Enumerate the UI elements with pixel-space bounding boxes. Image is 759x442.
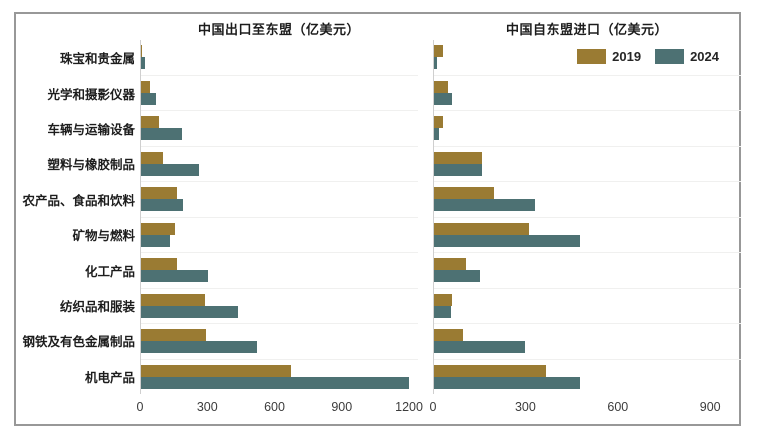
category-row (434, 324, 741, 360)
bar-2019 (434, 329, 464, 342)
legend-label-2019: 2019 (612, 49, 642, 64)
category-row (141, 218, 418, 253)
bar-2019 (141, 151, 164, 164)
bar-2024 (434, 305, 451, 318)
category-row (434, 289, 741, 324)
bar-2019 (141, 329, 206, 342)
category-row (141, 40, 418, 76)
bar-2024 (434, 92, 453, 105)
category-label: 化工产品 (84, 264, 135, 279)
legend-entry-2024: 2024 (655, 49, 719, 64)
bar-2024 (141, 57, 146, 70)
bar-2019 (141, 45, 143, 58)
legend: 2019 2024 (577, 49, 719, 64)
x-tick-label: 0 (429, 400, 437, 414)
bar-2024 (434, 163, 482, 176)
charts-body: 珠宝和贵金属光学和摄影仪器 车辆与运输设备 塑料与橡胶制品农产品、食品和饮料矿物与燃… (16, 40, 741, 394)
x-tick-label: 300 (514, 400, 536, 414)
bar-2019 (434, 80, 448, 93)
legend-swatch-2024 (655, 49, 685, 64)
legend-entry-2019: 2019 (577, 49, 641, 64)
category-row (141, 289, 418, 324)
x-tick-label: 900 (699, 400, 721, 414)
x-tick-label: 600 (607, 400, 629, 414)
category-row (434, 360, 741, 395)
export-x-axis: 0 300 600 900 1200 (136, 394, 423, 420)
bar-2024 (434, 199, 536, 212)
category-label: 塑料与橡胶制品 (47, 158, 135, 173)
category-row (434, 182, 741, 218)
category-row (434, 111, 741, 147)
bar-2019 (141, 364, 291, 377)
category-labels-column: 珠宝和贵金属光学和摄影仪器 车辆与运输设备 塑料与橡胶制品农产品、食品和饮料矿物与燃… (16, 40, 140, 394)
bar-2019 (434, 45, 444, 58)
category-label: 车辆与运输设备 (47, 123, 135, 138)
bar-2024 (141, 376, 410, 389)
bar-2024 (434, 57, 438, 70)
figure-frame: 中国出口至东盟（亿美元） 中国自东盟进口（亿美元） 珠宝和贵金属光学和摄影仪器车… (14, 12, 741, 426)
category-label: 农产品、食品和饮料 (22, 193, 135, 208)
category-label: 纺织品和服装 (59, 300, 135, 315)
axis-row: 0 300 600 900 1200 0 300 600 900 (16, 394, 739, 420)
export-chart-plot (140, 40, 418, 394)
bar-2024 (141, 128, 183, 141)
category-row (141, 253, 418, 289)
category-label: 光学和摄影仪器 (47, 87, 135, 102)
bar-2024 (141, 92, 156, 105)
bar-2024 (434, 376, 580, 389)
category-row (141, 182, 418, 218)
bar-2019 (141, 258, 177, 271)
import-chart-title: 中国自东盟进口（亿美元） (505, 21, 668, 37)
category-row (434, 253, 741, 289)
bar-2019 (434, 258, 467, 271)
category-row (434, 218, 741, 253)
x-tick-label: 0 (136, 400, 144, 414)
bar-2019 (141, 293, 205, 306)
category-row (141, 76, 418, 111)
x-tick-label: 600 (264, 400, 285, 414)
bar-2024 (434, 270, 481, 283)
bar-2024 (434, 234, 580, 247)
bar-2019 (434, 187, 494, 200)
legend-swatch-2019 (577, 49, 607, 64)
bar-2019 (434, 222, 530, 235)
x-tick-label: 300 (196, 400, 218, 414)
bar-2019 (141, 222, 175, 235)
bar-2024 (434, 341, 525, 354)
bar-2019 (434, 364, 547, 377)
import-x-axis: 0 300 600 900 (429, 394, 741, 420)
category-row (141, 147, 418, 182)
bar-2024 (141, 163, 200, 176)
titles-row: 中国出口至东盟（亿美元） 中国自东盟进口（亿美元） (16, 16, 739, 40)
bar-2019 (434, 151, 482, 164)
category-row (434, 147, 741, 182)
bar-2024 (141, 341, 258, 354)
category-label: 机电产品 (84, 370, 135, 385)
category-row (434, 40, 741, 76)
legend-label-2024: 2024 (690, 49, 719, 64)
bar-2024 (141, 234, 171, 247)
import-chart-plot: 2019 2024 (433, 40, 741, 394)
bar-2019 (141, 187, 177, 200)
category-label: 珠宝和贵金属 (59, 52, 135, 67)
x-tick-label: 900 (331, 400, 353, 414)
category-row (434, 76, 741, 111)
export-chart-title: 中国出口至东盟（亿美元） (197, 21, 360, 37)
bar-2024 (141, 199, 184, 212)
bar-2024 (141, 305, 239, 318)
bar-2019 (141, 80, 150, 93)
category-label: 钢铁及有色金属制品 (22, 335, 135, 350)
x-tick-label: 1200 (395, 400, 423, 414)
category-row (141, 111, 418, 147)
category-label: 矿物与燃料 (72, 229, 135, 244)
category-row (141, 324, 418, 360)
bar-2024 (434, 128, 439, 141)
bar-2019 (141, 116, 159, 129)
bar-2019 (434, 116, 444, 129)
category-row (141, 360, 418, 395)
bar-2019 (434, 293, 453, 306)
bar-2024 (141, 270, 209, 283)
